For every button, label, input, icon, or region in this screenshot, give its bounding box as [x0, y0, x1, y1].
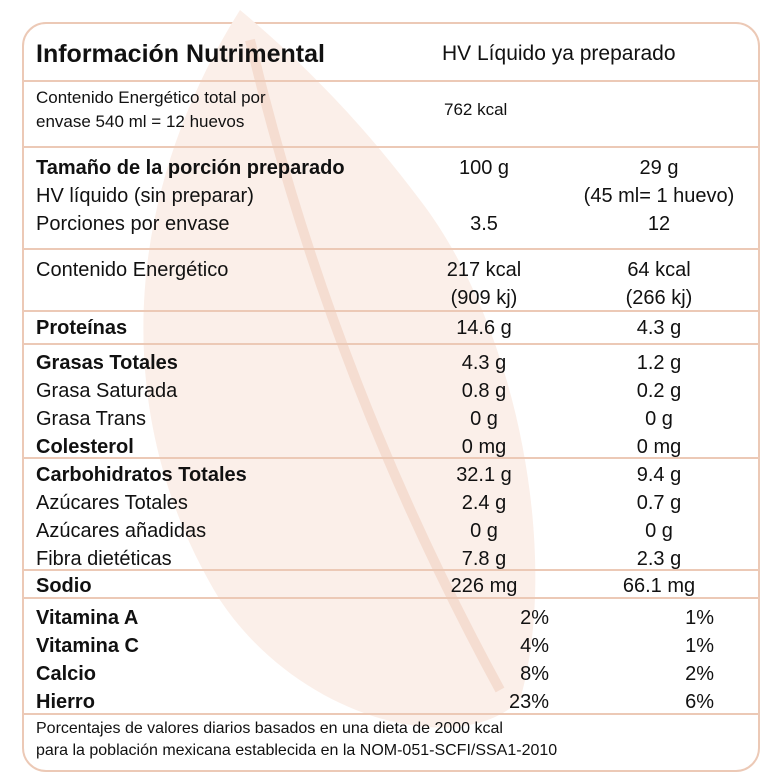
iron-col2: 6%	[685, 691, 714, 713]
divider	[24, 310, 760, 312]
serving-sub-row: HV líquido (sin preparar) (45 ml= 1 huev…	[24, 182, 736, 210]
iron-col1: 23%	[508, 691, 549, 713]
fiber-col2: 2.3 g	[636, 548, 682, 570]
vitamin-row: Hierro 23% 6%	[24, 688, 736, 716]
energy-label: Contenido Energético	[36, 259, 229, 281]
serving-sub-label: HV líquido (sin preparar)	[36, 185, 254, 207]
divider	[24, 80, 760, 82]
sodium-col1: 226 mg	[450, 575, 518, 597]
nutrient-row: Azúcares Totales 2.4 g 0.7 g	[24, 489, 736, 517]
portions-label: Porciones por envase	[36, 213, 230, 235]
vitamin-a-col2: 1%	[685, 607, 714, 629]
calcium-col1: 8%	[520, 663, 549, 685]
protein-col1: 14.6 g	[456, 317, 512, 339]
vitamin-c-label: Vitamina C	[36, 635, 139, 657]
iron-label: Hierro	[36, 691, 95, 713]
nutrient-row: Colesterol 0 mg 0 mg	[24, 433, 736, 461]
vitamin-c-col1: 4%	[520, 635, 549, 657]
portions-col2: 12	[647, 213, 671, 235]
portions-row: Porciones por envase 3.5 12	[24, 210, 736, 238]
energy-total-label-2: envase 540 ml = 12 huevos	[36, 112, 245, 131]
sodium-label: Sodio	[36, 575, 92, 597]
divider	[24, 713, 760, 715]
divider	[24, 146, 760, 148]
panel-title: Información Nutrimental	[36, 40, 325, 68]
sodium-row: Sodio 226 mg 66.1 mg	[24, 572, 736, 600]
nutrient-row: Fibra dietéticas 7.8 g 2.3 g	[24, 545, 736, 573]
divider	[24, 248, 760, 250]
footer-line-1: Porcentajes de valores diarios basados e…	[36, 720, 503, 737]
serving-sub-col2: (45 ml= 1 huevo)	[583, 185, 735, 207]
fiber-label: Fibra dietéticas	[36, 548, 172, 570]
serving-col2: 29 g	[639, 157, 679, 179]
energy-col1-kj: (909 kj)	[450, 287, 518, 309]
energy-col1-kcal: 217 kcal	[446, 259, 522, 281]
fat-total-label: Grasas Totales	[36, 352, 178, 374]
footer-note: Porcentajes de valores diarios basados e…	[24, 718, 736, 762]
fat-trans-col2: 0 g	[645, 408, 673, 430]
vitamin-a-label: Vitamina A	[36, 607, 139, 629]
divider	[24, 597, 760, 599]
vitamin-c-col2: 1%	[685, 635, 714, 657]
carbs-total-col2: 9.4 g	[636, 464, 682, 486]
sugars-total-col1: 2.4 g	[461, 492, 507, 514]
vitamin-row: Vitamina A 2% 1%	[24, 604, 736, 632]
fat-saturated-col2: 0.2 g	[636, 380, 682, 402]
vitamin-row: Vitamina C 4% 1%	[24, 632, 736, 660]
sugars-added-col2: 0 g	[645, 520, 673, 542]
fat-total-col2: 1.2 g	[636, 352, 682, 374]
protein-row: Proteínas 14.6 g 4.3 g	[24, 314, 736, 342]
vitamin-a-col1: 2%	[520, 607, 549, 629]
calcium-label: Calcio	[36, 663, 97, 685]
product-name: HV Líquido ya preparado	[442, 42, 676, 65]
serving-label: Tamaño de la porción preparado	[36, 157, 345, 179]
nutrient-row: Carbohidratos Totales 32.1 g 9.4 g	[24, 461, 736, 489]
fat-total-col1: 4.3 g	[461, 352, 507, 374]
divider	[24, 569, 760, 571]
cholesterol-label: Colesterol	[36, 436, 134, 458]
energy-col2-kcal: 64 kcal	[627, 259, 691, 281]
fat-saturated-col1: 0.8 g	[461, 380, 507, 402]
energy-col2-kj: (266 kj)	[625, 287, 693, 309]
cholesterol-col2: 0 mg	[636, 436, 682, 458]
header-row: Información Nutrimental HV Líquido ya pr…	[24, 38, 736, 70]
cholesterol-col1: 0 mg	[461, 436, 507, 458]
sugars-added-label: Azúcares añadidas	[36, 520, 207, 542]
vitamin-row: Calcio 8% 2%	[24, 660, 736, 688]
carbs-total-label: Carbohidratos Totales	[36, 464, 247, 486]
fat-trans-col1: 0 g	[470, 408, 498, 430]
footer-line-2: para la población mexicana establecida e…	[36, 742, 558, 759]
nutrient-row: Grasas Totales 4.3 g 1.2 g	[24, 349, 736, 377]
divider	[24, 457, 760, 459]
protein-label: Proteínas	[36, 317, 128, 339]
nutrient-row: Grasa Trans 0 g 0 g	[24, 405, 736, 433]
protein-col2: 4.3 g	[636, 317, 682, 339]
serving-col1: 100 g	[458, 157, 510, 179]
sugars-added-col1: 0 g	[470, 520, 498, 542]
calcium-col2: 2%	[685, 663, 714, 685]
sodium-col2: 66.1 mg	[622, 575, 696, 597]
energy-total-label-1: Contenido Energético total por	[36, 88, 266, 107]
fat-trans-label: Grasa Trans	[36, 408, 147, 430]
energy-row: Contenido Energético 217 kcal (909 kj) 6…	[24, 256, 736, 312]
sugars-total-col2: 0.7 g	[636, 492, 682, 514]
fat-saturated-label: Grasa Saturada	[36, 380, 178, 402]
sugars-total-label: Azúcares Totales	[36, 492, 188, 514]
nutrient-row: Azúcares añadidas 0 g 0 g	[24, 517, 736, 545]
fiber-col1: 7.8 g	[461, 548, 507, 570]
nutrient-row: Grasa Saturada 0.8 g 0.2 g	[24, 377, 736, 405]
divider	[24, 343, 760, 345]
serving-row: Tamaño de la porción preparado 100 g 29 …	[24, 154, 736, 182]
energy-total-row: Contenido Energético total por envase 54…	[24, 86, 736, 134]
energy-total-value: 762 kcal	[444, 100, 508, 119]
carbs-total-col1: 32.1 g	[456, 464, 512, 486]
portions-col1: 3.5	[470, 213, 498, 235]
